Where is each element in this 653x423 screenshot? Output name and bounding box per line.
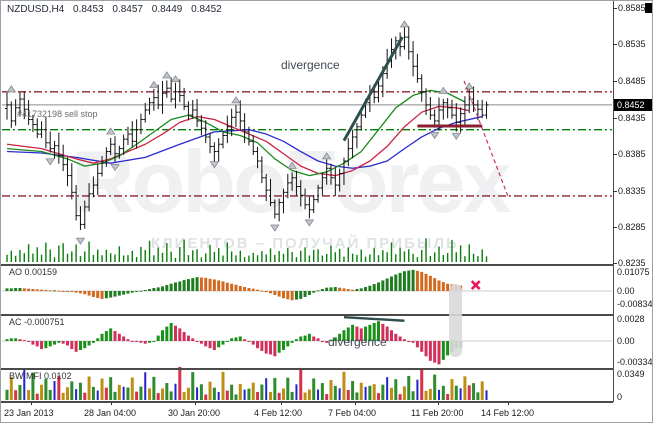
quote-close: 0.8452 [191, 4, 222, 15]
axis-tick [613, 118, 617, 119]
axis-tick [613, 44, 617, 45]
chart-title: NZDUSD,H4 0.8453 0.8457 0.8449 0.8452 [7, 4, 228, 15]
price-label: 0.8585 [618, 3, 646, 13]
ac-histogram [5, 315, 463, 365]
price-label: 0.8285 [618, 222, 646, 232]
panel-separator-1[interactable] [1, 264, 613, 266]
ao-panel-title: AO 0.00159 [9, 267, 58, 277]
sell-signal-x [470, 280, 481, 290]
symbol-timeframe: NZDUSD,H4 [7, 4, 65, 15]
quote-low: 0.8449 [151, 4, 183, 15]
time-scale[interactable]: 23 Jan 2013 28 Jan 04:00 30 Jan 20:00 4 Feb… [1, 402, 652, 422]
time-label: 28 Jan 04:00 [84, 408, 137, 418]
fractal-arrows [6, 20, 474, 245]
bwmfi-panel-title: BW MFI 0.0102 [9, 371, 72, 381]
price-label: 0.8435 [618, 113, 646, 123]
volume-bars [6, 238, 488, 262]
axis-tick [613, 81, 617, 82]
ao-value: 0.00159 [24, 267, 58, 277]
price-label: 0.8535 [618, 39, 646, 49]
time-label: 23 Jan 2013 [4, 408, 54, 418]
horizontal-levels [2, 91, 612, 197]
price-label: 0.8485 [618, 76, 646, 86]
axis-tick [613, 227, 617, 228]
panel-separator-4[interactable] [1, 401, 613, 403]
quote-open: 0.8453 [73, 4, 104, 15]
ao-scale-label: 0.00 [617, 286, 635, 296]
bwmfi-scale-label: 0.0349 [617, 369, 645, 379]
price-label: 0.8235 [618, 258, 646, 268]
bwmfi-scale-label: 0 [617, 392, 623, 402]
time-label: 11 Feb 20:00 [411, 408, 464, 418]
axis-tick [31, 402, 32, 405]
broker-watermark: RoboForex [71, 132, 511, 231]
axis-tick [613, 154, 617, 155]
divergence-label-ac: divergence [328, 335, 387, 349]
axis-tick [355, 402, 356, 405]
price-bars [5, 26, 489, 231]
divergence-label-main: divergence [281, 58, 340, 72]
bwmfi-histogram [5, 366, 488, 400]
zero-lines [2, 290, 612, 342]
axis-tick [281, 402, 282, 405]
price-label: 0.8385 [618, 149, 646, 159]
axis-tick [438, 402, 439, 405]
price-label: 0.8335 [618, 186, 646, 196]
price-scale-border [613, 1, 614, 402]
time-label: 7 Feb 04:00 [328, 408, 377, 418]
time-label: 4 Feb 12:00 [254, 408, 303, 418]
sell-stop-order-label[interactable]: #41732198 sell stop [17, 109, 98, 119]
ao-scale-label: -0.00834 [617, 299, 653, 309]
time-label: 14 Feb 12:00 [481, 408, 535, 418]
ao-histogram [5, 269, 463, 301]
current-price-tag: 0.8452 [614, 98, 652, 111]
panel-separator-3[interactable] [1, 368, 613, 370]
ac-scale-label: -0.00334 [617, 357, 653, 367]
watermark-bar [449, 284, 462, 357]
panel-separator-2[interactable] [1, 314, 613, 316]
axis-tick [613, 263, 617, 264]
axis-tick [508, 402, 509, 405]
axis-tick [613, 8, 617, 9]
axis-tick [111, 402, 112, 405]
ac-scale-label: 0.00 [617, 336, 635, 346]
ao-scale-label: 0.01075 [617, 267, 650, 277]
ac-panel-title: AC -0.000751 [9, 317, 65, 327]
ac-value: -0.000751 [24, 317, 65, 327]
bwmfi-value: 0.0102 [44, 371, 72, 381]
axis-tick [613, 191, 617, 192]
ac-scale-label: 0.0028 [617, 314, 645, 324]
chart-objects [342, 36, 509, 197]
corner-marker [645, 3, 652, 13]
time-label: 30 Jan 20:00 [168, 408, 221, 418]
quote-high: 0.8457 [112, 4, 143, 15]
axis-tick [195, 402, 196, 405]
